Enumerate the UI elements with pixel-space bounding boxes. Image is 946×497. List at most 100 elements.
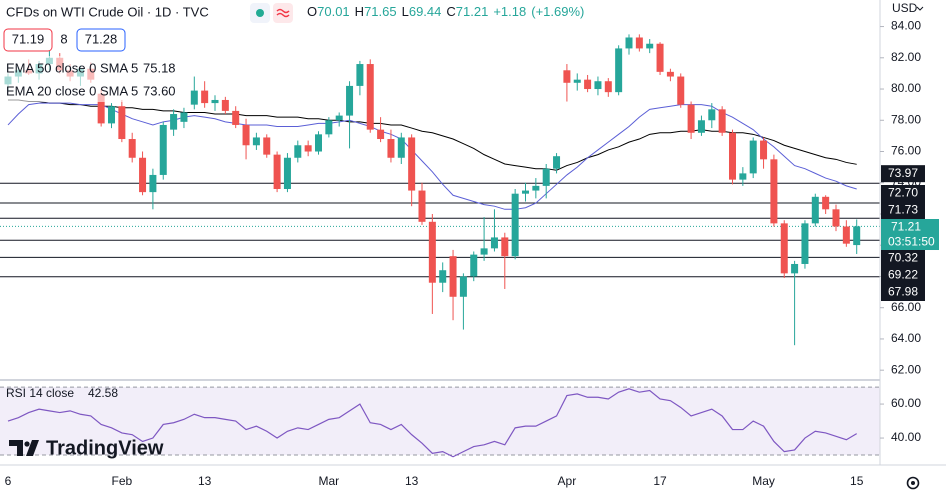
candle-body [190, 90, 198, 105]
rsi-line [7, 388, 858, 458]
ema50-legend: EMA 50 close 0 SMA 5 [6, 60, 138, 75]
candle-body [356, 64, 364, 86]
rsi-legend: RSI 14 close [6, 386, 74, 400]
candle-body [273, 154, 281, 189]
candle-body [656, 43, 664, 72]
o-value: 70.01 [317, 4, 350, 19]
market-open-dot [256, 9, 264, 17]
rsi-value: 42.58 [88, 386, 118, 400]
candle-body [335, 115, 343, 121]
ohlc-header: O70.01 H71.65 L69.44 C71.21 +1.18 (+1.69%) [307, 4, 584, 19]
x-tick-label: 13 [198, 474, 212, 488]
l-label: L [402, 4, 409, 19]
candle-body [739, 173, 747, 180]
o-label: O [307, 4, 317, 19]
spread: 8 [60, 31, 67, 46]
x-tick-label: 17 [653, 474, 667, 488]
candle-body [666, 71, 674, 77]
candle-body [594, 81, 602, 90]
price-label: 71.21 [891, 220, 921, 234]
sell-button[interactable] [3, 28, 53, 52]
candle-body [780, 223, 788, 274]
candle-body [625, 37, 633, 49]
x-tick-label: 15 [850, 474, 864, 488]
candle-body [532, 185, 540, 191]
candle-body [842, 226, 850, 244]
replay-icon [276, 8, 290, 18]
candle-body [201, 90, 209, 104]
candle-body [242, 124, 250, 146]
price-label-box [881, 219, 939, 251]
rsi-band [0, 387, 880, 456]
candle-body [749, 140, 757, 174]
candle-body [170, 114, 178, 130]
candle-body [615, 48, 623, 93]
ask-price: 71.28 [85, 31, 118, 46]
candle-body [366, 64, 374, 130]
gear-ring [906, 476, 920, 490]
candle-body [604, 81, 612, 93]
logo [9, 440, 39, 456]
level-label: 69.22 [888, 268, 918, 282]
candle-body [325, 120, 333, 135]
replay-button[interactable] [273, 3, 293, 23]
candle-body [822, 196, 830, 210]
candle-body [346, 85, 354, 116]
h-label: H [355, 4, 364, 19]
candle-body [801, 223, 809, 264]
currency-chevron [916, 6, 924, 11]
currency[interactable]: USD [892, 1, 918, 15]
candle-body [449, 256, 457, 297]
candle-body [791, 263, 799, 274]
ema20-value: 73.60 [143, 83, 176, 98]
candle-body [573, 79, 581, 83]
level-label-box [881, 185, 925, 203]
candle-body [180, 112, 188, 122]
candle-body [139, 157, 147, 193]
candle-body [128, 139, 136, 158]
level-label-box [881, 202, 925, 220]
logo-slash [26, 440, 39, 456]
settings-button[interactable] [906, 476, 920, 490]
candle-body [853, 226, 861, 246]
candle-body [480, 248, 488, 255]
candle-body [718, 109, 726, 133]
buy-button[interactable] [76, 28, 126, 52]
change-pct: (+1.69%) [531, 4, 584, 19]
candle-body [542, 168, 550, 186]
rsi-tick-label: 40.00 [891, 430, 921, 444]
y-tick-label: 82.00 [891, 50, 921, 64]
candle-body [408, 137, 416, 191]
candle-body [418, 190, 426, 222]
candle-body [470, 254, 478, 277]
x-tick-label: 13 [405, 474, 419, 488]
candle-body [118, 106, 126, 140]
y-tick-label: 66.00 [891, 300, 921, 314]
candle-body [760, 140, 768, 160]
candle-body [553, 156, 561, 169]
candle-body [511, 193, 519, 257]
c-label: C [446, 4, 455, 19]
level-label: 70.32 [888, 251, 918, 265]
candle-body [501, 237, 509, 257]
candle-body [304, 145, 312, 152]
h-value: 71.65 [364, 4, 397, 19]
y-tick-label: 62.00 [891, 362, 921, 376]
y-tick-label: 80.00 [891, 81, 921, 95]
candle-body [315, 134, 322, 152]
candle-body [646, 43, 654, 49]
legend-backdrop [0, 56, 162, 102]
candle-body [211, 99, 219, 104]
ema-line [7, 102, 857, 210]
candle-body [439, 270, 447, 283]
logo-mark [9, 440, 23, 456]
level-label: 71.73 [888, 203, 918, 217]
candle-body [677, 76, 685, 105]
level-label-box [881, 284, 925, 302]
x-tick-label: May [752, 474, 775, 488]
change: +1.18 [493, 4, 526, 19]
gear-hub [911, 481, 915, 485]
candle-body [584, 79, 592, 90]
c-value: 71.21 [456, 4, 489, 19]
